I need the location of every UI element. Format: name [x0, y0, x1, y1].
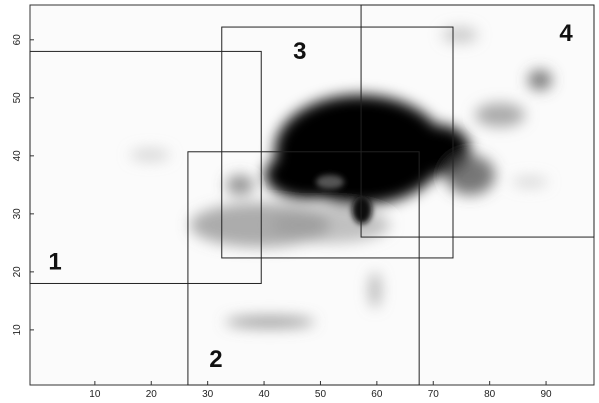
x-tick-label: 30	[202, 389, 214, 400]
region-label: 1	[48, 248, 61, 275]
y-tick-label: 50	[12, 92, 23, 104]
region-label: 3	[293, 38, 306, 65]
region-box	[29, 50, 262, 284]
y-tick-label: 60	[12, 34, 23, 46]
x-tick-label: 10	[89, 389, 101, 400]
region-label: 4	[559, 20, 573, 47]
y-tick-label: 10	[12, 324, 23, 336]
region-box	[221, 26, 454, 259]
y-tick-label: 30	[12, 208, 23, 220]
x-tick-label: 40	[258, 389, 270, 400]
image-background	[30, 5, 594, 385]
x-tick-label: 80	[484, 389, 496, 400]
y-tick-label: 40	[12, 150, 23, 162]
x-tick-label: 90	[540, 389, 552, 400]
y-tick-label: 20	[12, 266, 23, 278]
x-tick-label: 70	[428, 389, 440, 400]
region-box	[360, 4, 595, 238]
x-tick-label: 60	[371, 389, 383, 400]
x-tick-label: 20	[146, 389, 158, 400]
region-box	[187, 151, 420, 386]
region-label: 2	[209, 346, 222, 373]
x-tick-label: 50	[315, 389, 327, 400]
